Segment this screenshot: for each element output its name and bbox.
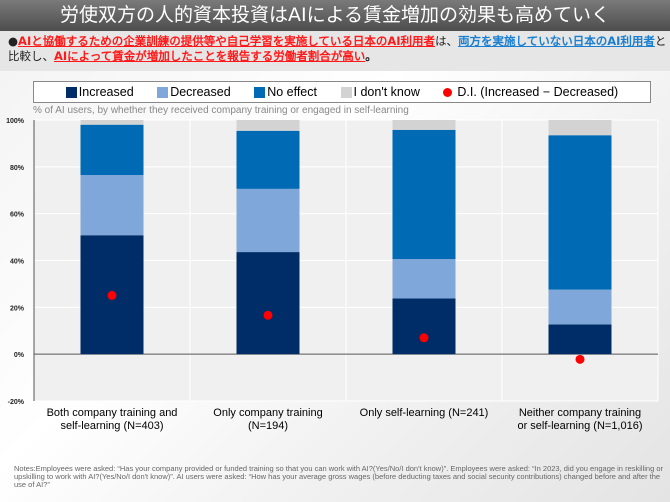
bar-i-don-t-know [236,120,300,131]
y-tick-label: -20% [8,399,25,406]
bar-increased [548,324,612,355]
di-point [575,354,585,364]
lead-text-2: は、 [435,34,459,48]
legend-swatch [340,86,352,98]
notes: Notes:Employees were asked: “Has your co… [14,464,663,489]
lead-text: ●AIと協働するための企業訓練の提供等や自己学習を実施している日本のAI利用者は… [0,31,670,71]
lead-text-4: と比較し、 [8,34,667,63]
x-category-label: Only self-learning (N=241) [360,407,489,419]
bar-decreased [548,289,612,325]
legend-label: Increased [78,85,134,99]
legend-item-no-effect: No effect [254,85,317,99]
y-tick-label: 40% [10,259,25,266]
bar-decreased [236,188,300,253]
x-category-label: Both company training and self-learning (… [47,407,178,432]
lead-text-6: 。 [365,49,377,63]
bar-i-don-t-know [392,120,456,130]
legend-label: D.I. (Increased − Decreased) [457,85,619,99]
bar-no-effect [236,130,300,189]
bar-decreased [80,175,144,236]
legend-item-increased: Increased [65,85,134,99]
y-tick-label: 60% [10,212,25,219]
bar-no-effect [548,135,612,290]
legend-swatch [157,86,169,98]
legend: Increased Decreased No effect I don't kn… [33,81,651,103]
legend-label: Decreased [170,85,231,99]
legend-label: No effect [267,85,317,99]
x-category-label: Only company training (N=194) [213,407,322,432]
lead-highlight-1: AIと協働するための企業訓練の提供等や自己学習を実施している日本のAI利用者 [18,34,436,48]
y-tick-label: 20% [10,305,25,312]
legend-item-decreased: Decreased [157,85,231,99]
bar-increased [392,298,456,355]
bar-increased [236,252,300,355]
y-tick-label: 0% [14,352,25,359]
legend-item-dont-know: I don't know [340,85,420,99]
legend-swatch [65,86,77,98]
bullet: ● [8,34,19,48]
bar-decreased [392,259,456,299]
legend-label: I don't know [353,85,420,99]
legend-item-di: D.I. (Increased − Decreased) [443,85,618,99]
di-point [419,333,429,343]
legend-dot [443,87,453,97]
y-tick-label: 80% [10,165,25,172]
bar-no-effect [392,129,456,260]
y-tick-label: 100% [6,118,25,125]
di-point [107,290,117,300]
legend-swatch [254,86,266,98]
slide-title: 労使双方の人的資本投資はAIによる賃金増加の効果も高めていく [0,0,670,31]
bar-no-effect [80,124,144,176]
bar-i-don-t-know [80,120,144,125]
bar-i-don-t-know [548,120,612,136]
x-category-label: Neither company training or self-learning… [517,407,642,432]
chart-subtitle: % of AI users, by whether they received … [33,105,409,116]
stacked-bar-chart: -20% 0% 20% 40% 60% 80% 100% Both company train… [6,118,659,432]
lead-highlight-3: AIによって賃金が増加したことを報告する労働者割合が高い [54,49,366,63]
di-point [263,310,273,320]
lead-highlight-2: 両方を実施していない日本のAI利用者 [458,34,655,48]
